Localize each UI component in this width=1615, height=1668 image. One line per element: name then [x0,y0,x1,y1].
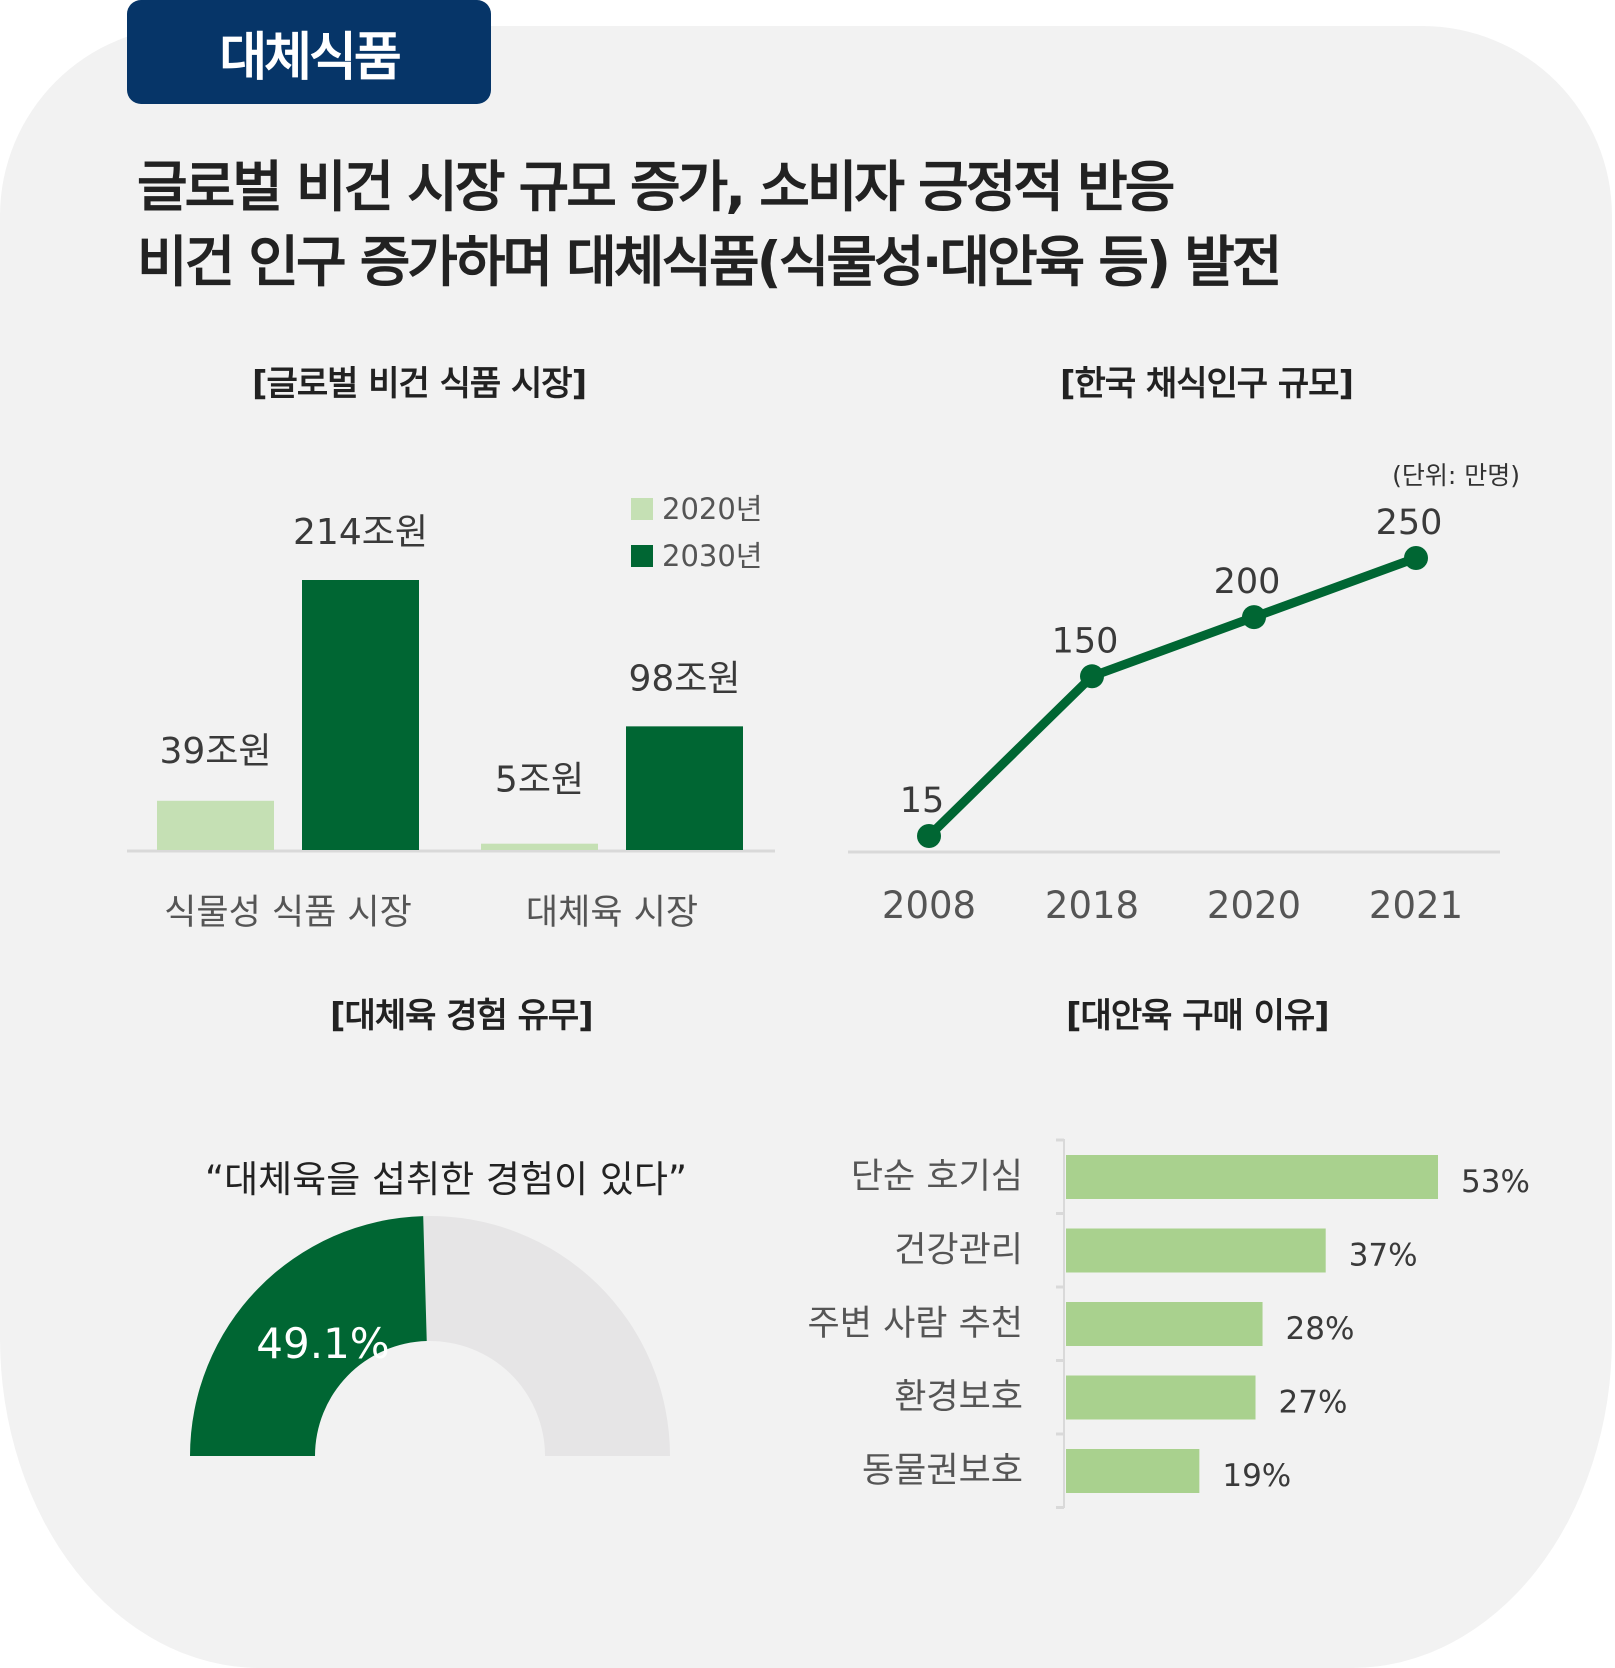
data-point-label: 200 [1214,562,1281,602]
data-point-2021 [1404,546,1428,570]
x-tick-label: 2008 [882,884,976,927]
legend-label: 2030년 [662,539,762,573]
headline-line-2: 비건 인구 증가하며 대체식품(식물성·대안육 등) 발전 [137,230,1283,294]
bar-value-label: 5조원 [495,760,584,801]
data-point-label: 250 [1376,503,1443,543]
reason-label: 동물권보호 [862,1451,1023,1491]
bar-2020년-1 [481,843,598,850]
reason-bar-4 [1066,1449,1200,1493]
donut-experienced-segment [190,1216,427,1456]
bar-2030년-0 [302,580,419,850]
reason-label: 환경보호 [894,1378,1023,1418]
data-point-2008 [917,824,941,848]
experience-chart-title: [대체육 경험 유무] [330,996,594,1036]
reason-bar-1 [1066,1228,1326,1273]
market-chart-title: [글로벌 비건 식품 시장] [252,364,587,404]
experience-half-donut: “대체육을 섭취한 경험이 있다” 49.1% [190,1158,687,1456]
x-tick-label: 2018 [1045,884,1139,927]
category-label: 대체육 시장 [526,893,698,933]
bar-2020년-0 [157,800,274,850]
population-line [925,553,1418,840]
reason-label: 건강관리 [894,1231,1023,1271]
data-point-label: 150 [1052,621,1119,661]
category-label: 식물성 식품 시장 [164,893,412,933]
reasons-bar-chart: 단순 호기심 53% 건강관리 37% 주변 사람 추천 28% 환경보호 27% 동물권보호 1… [808,1138,1530,1509]
data-point-label: 15 [900,781,945,821]
reason-label: 단순 호기심 [851,1157,1023,1197]
bar-2030년-1 [626,726,743,850]
experience-subtitle: “대체육을 섭취한 경험이 있다” [205,1158,687,1201]
reason-value-label: 37% [1349,1238,1418,1274]
reason-bar-3 [1066,1375,1256,1420]
legend-swatch-2030년 [631,545,653,567]
population-unit-note: (단위: 만명) [1392,461,1520,490]
bar-value-label: 214조원 [293,512,428,553]
headline-line-1: 글로벌 비건 시장 규모 증가, 소비자 긍정적 반응 [137,155,1175,219]
reason-value-label: 27% [1279,1385,1348,1421]
legend-swatch-2020년 [631,498,653,520]
reason-value-label: 53% [1461,1164,1530,1200]
category-badge-label: 대체식품 [219,27,401,88]
reason-value-label: 19% [1222,1458,1291,1494]
bar-value-label: 98조원 [628,658,740,699]
category-badge: 대체식품 [127,0,491,104]
donut-remaining-segment [423,1216,670,1456]
x-tick-label: 2020 [1207,884,1301,927]
reason-bar-0 [1066,1155,1438,1199]
reason-label: 주변 사람 추천 [808,1304,1023,1344]
donut-percent-label: 49.1% [256,1319,389,1368]
reason-bar-2 [1066,1302,1263,1346]
legend-label: 2020년 [662,492,762,526]
data-point-2020 [1242,605,1266,630]
population-line-chart: (단위: 만명) 15 2008 150 2018 200 2020 250 2021 [848,461,1520,927]
bar-value-label: 39조원 [159,731,271,772]
population-chart-title: [한국 채식인구 규모] [1060,364,1354,404]
reasons-chart-title: [대안육 구매 이유] [1066,996,1330,1036]
data-point-2018 [1080,664,1104,689]
headline: 글로벌 비건 시장 규모 증가, 소비자 긍정적 반응 비건 인구 증가하며 대… [137,150,1283,300]
x-tick-label: 2021 [1369,884,1463,927]
reason-value-label: 28% [1286,1311,1355,1347]
